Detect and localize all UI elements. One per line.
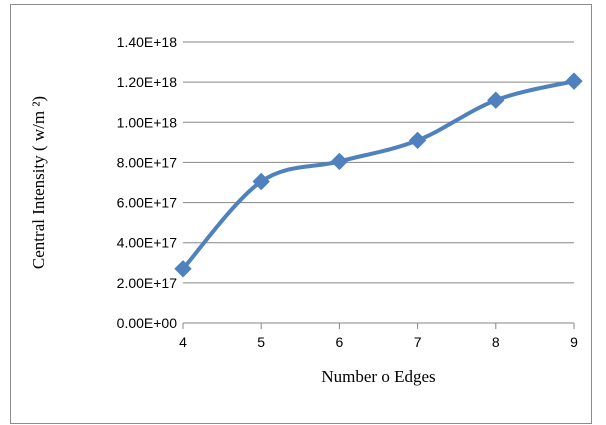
series-markers [174,72,583,278]
x-tick-label: 6 [336,334,344,350]
y-tick-label: 1.20E+18 [117,74,178,90]
y-tick-label: 1.00E+18 [117,114,178,130]
y-tick-label: 0.00E+00 [117,315,178,331]
data-point-marker [487,91,505,109]
data-point-marker [330,152,349,171]
y-axis-ticks: 0.00E+00 2.00E+17 4.00E+17 6.00E+17 8.00E+17… [117,34,178,331]
y-tick-label: 1.40E+18 [117,34,178,50]
series-line-path [181,79,576,271]
data-point-marker [565,72,583,90]
y-axis-title: Central Intensity ( w/m ²) [29,96,48,269]
x-tick-label: 5 [257,334,265,350]
line-chart: 0.00E+00 2.00E+17 4.00E+17 6.00E+17 8.00E+17… [29,34,583,386]
data-point-marker [252,172,270,191]
x-axis-title: Number o Edges [321,367,435,386]
data-point-marker [174,260,192,278]
data-point-marker [408,131,427,150]
gridlines [183,41,574,284]
y-tick-label: 2.00E+17 [117,275,178,291]
x-tick-label: 8 [492,334,500,350]
x-tick-label: 7 [414,334,422,350]
y-tick-label: 4.00E+17 [117,235,178,251]
chart-area: 0.00E+00 2.00E+17 4.00E+17 6.00E+17 8.00E+17… [10,4,592,424]
series-line [181,79,576,271]
x-tick-label: 9 [570,334,578,350]
x-tick-label: 4 [179,334,187,350]
x-axis-ticks: 4 5 6 7 8 9 [179,323,578,350]
y-tick-label: 8.00E+17 [117,154,178,170]
y-tick-label: 6.00E+17 [117,195,178,211]
